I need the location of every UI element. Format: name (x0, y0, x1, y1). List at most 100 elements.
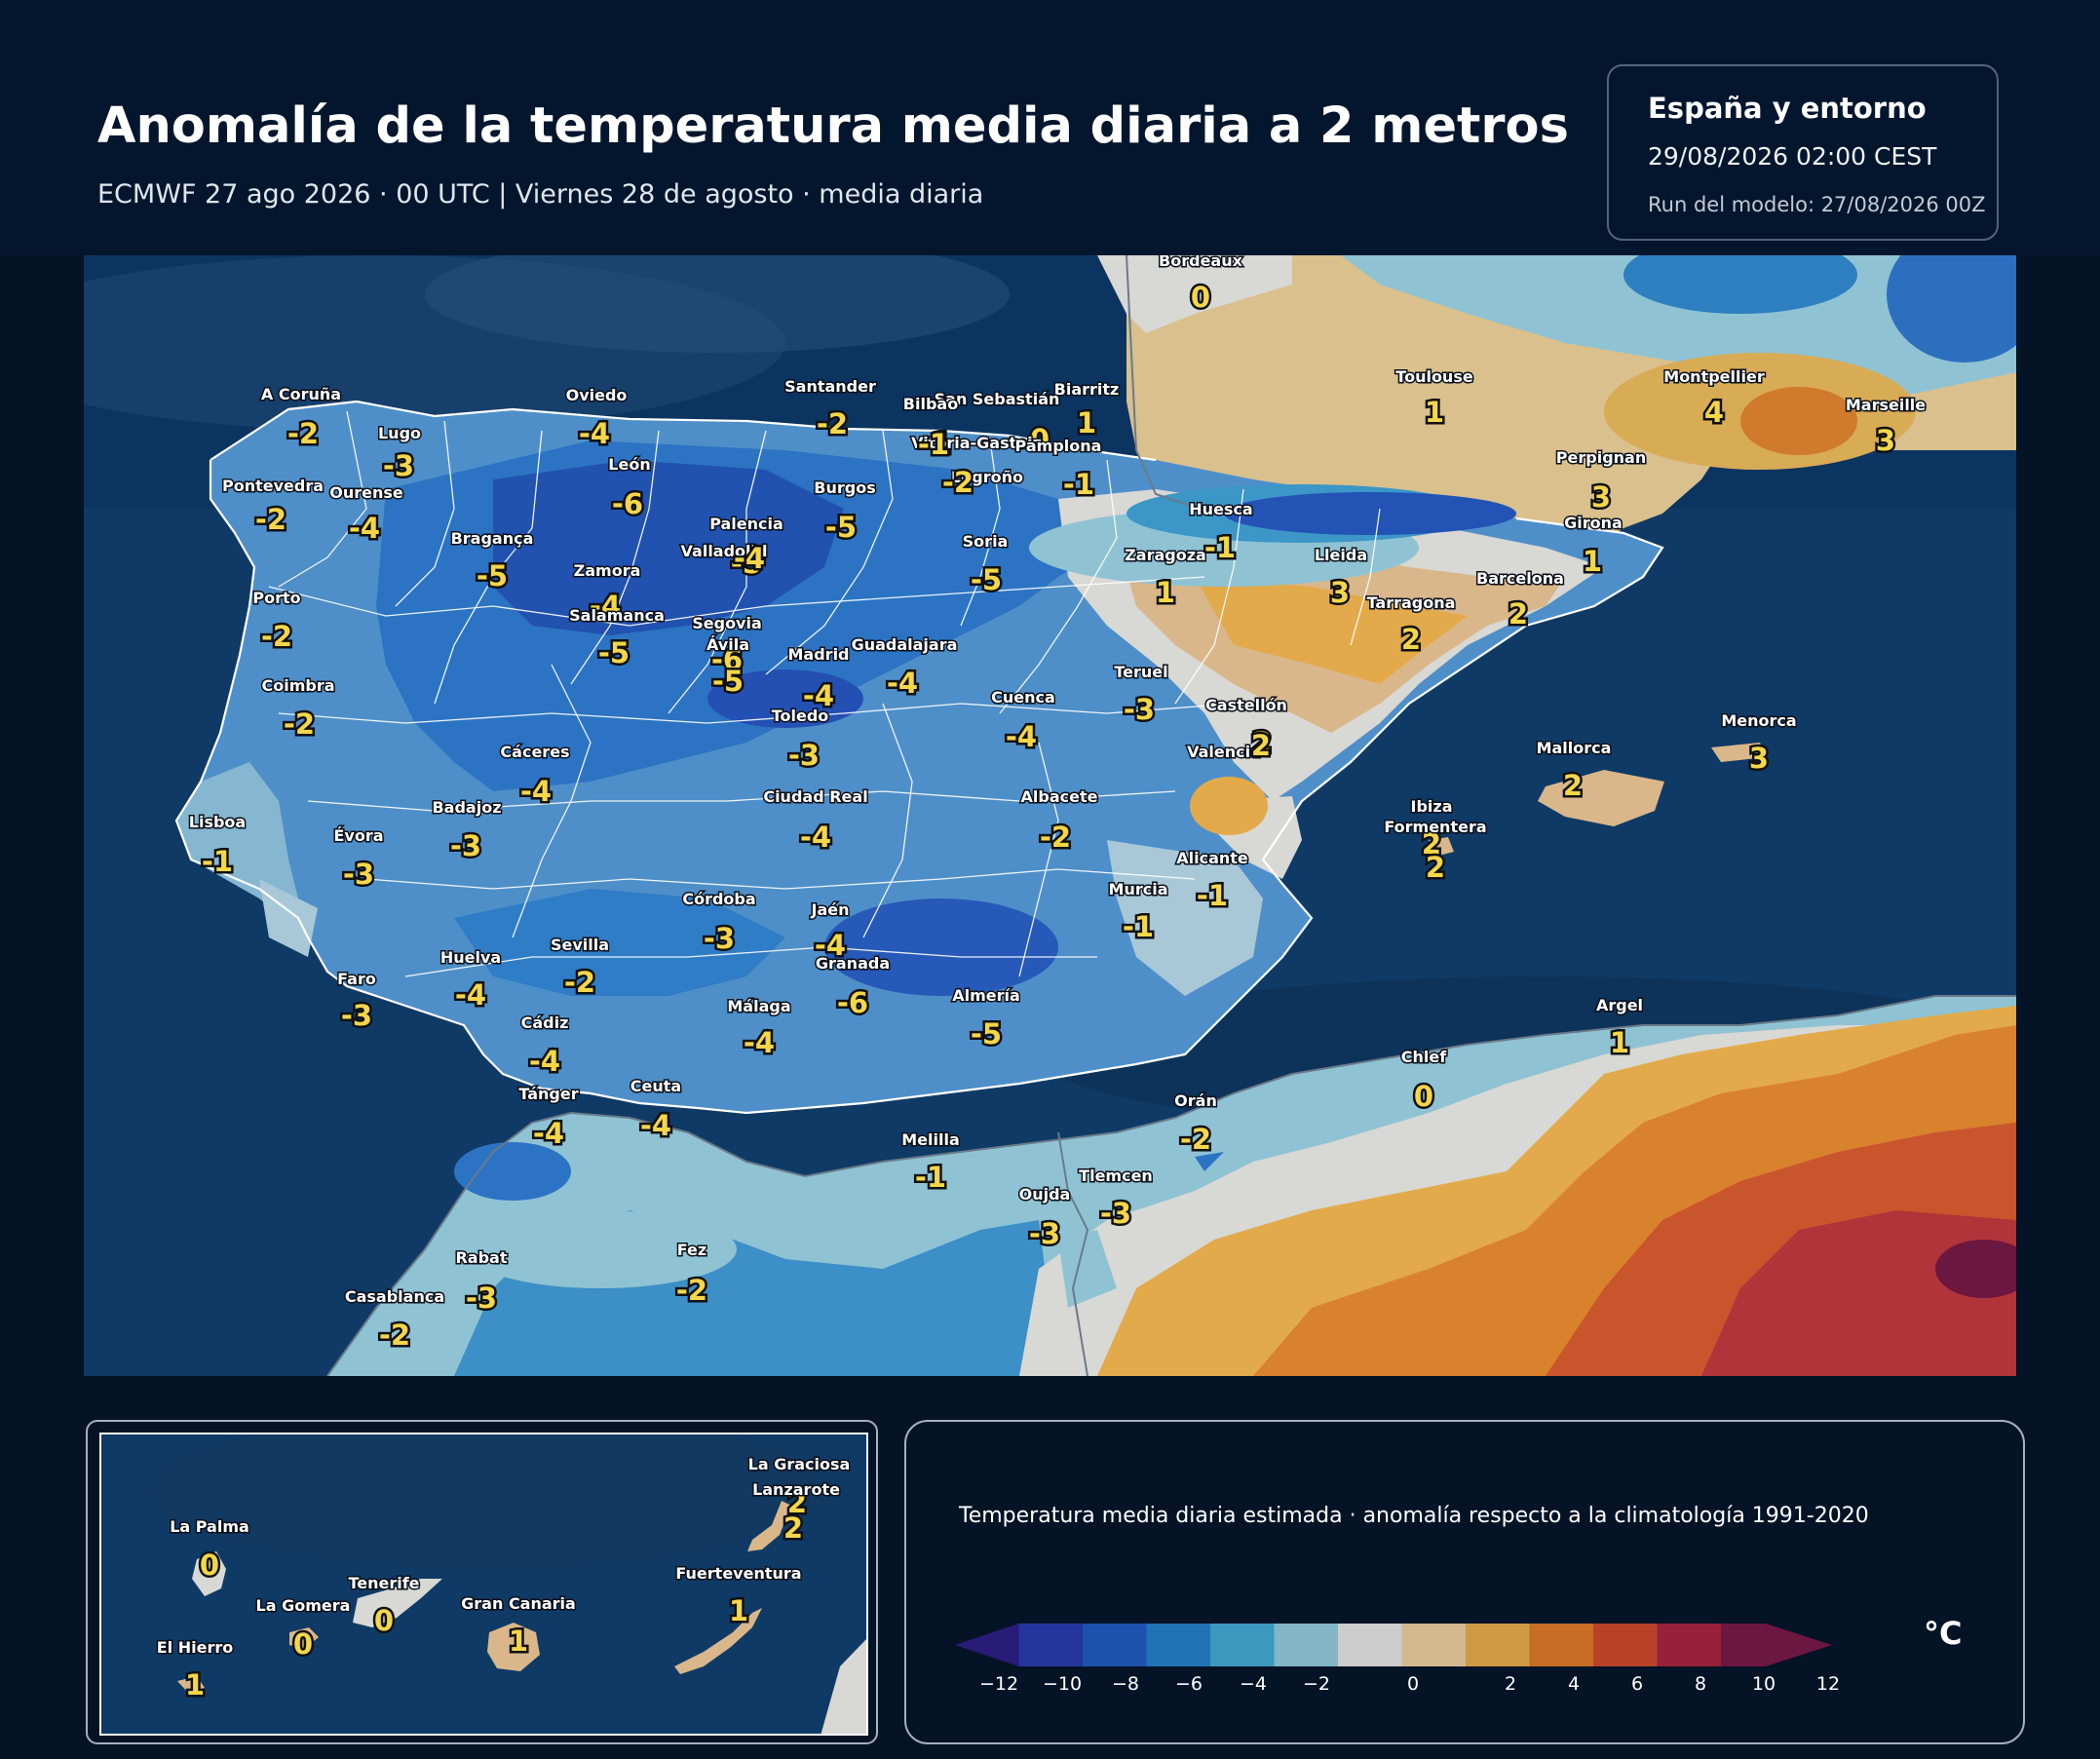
island-label: Tenerife (348, 1574, 419, 1592)
city-braganca: Bragança -5 (449, 528, 535, 595)
city-alicante: Alicante -1 (1175, 848, 1250, 915)
city-label: Oviedo (566, 386, 628, 404)
city-lisboa: Lisboa -1 (187, 812, 247, 881)
city-toulouse: Toulouse 1 (1394, 366, 1475, 432)
anomaly-value: 2 (1563, 769, 1583, 802)
anomaly-value: 1 (1077, 406, 1096, 440)
anomaly-value: -4 (640, 1109, 671, 1142)
legend-swatch (1466, 1624, 1530, 1666)
legend-swatch (1083, 1624, 1147, 1666)
city-coimbra: Coimbra -2 (260, 675, 336, 744)
city-vitoria-gasteiz: Vitoria-Gasteiz-1 (910, 426, 1044, 464)
city-label: Coimbra (261, 676, 334, 695)
anomaly-value: -6 (612, 487, 643, 520)
city-label: Lugo (378, 424, 421, 442)
city-madrid: Madrid -4 (786, 644, 851, 715)
anomaly-value: -3 (341, 999, 372, 1032)
anomaly-value: -5 (971, 1017, 1002, 1051)
anomaly-value: 1 (185, 1668, 205, 1702)
anomaly-value: -3 (1100, 1197, 1131, 1230)
anomaly-value: -5 (825, 511, 857, 544)
city-oran: Orán -2 (1173, 1090, 1219, 1159)
city-teruel: Teruel -3 (1113, 662, 1169, 729)
anomaly-value: -4 (455, 978, 486, 1012)
city-label: Barcelona (1476, 569, 1564, 588)
anomaly-value: 3 (1330, 576, 1350, 609)
city-murcia: Murcia -1 (1107, 879, 1169, 946)
city-label: Málaga (727, 997, 790, 1015)
city-label: Ciudad Real (763, 787, 867, 806)
city-label: Cáceres (500, 743, 569, 761)
anomaly-value: -1 (918, 428, 949, 461)
city-labels-layer: Bordeaux 0 Toulouse 1 Montpellier 4 Marseille 3… (187, 255, 1928, 1355)
city-girona: Girona 1 (1563, 513, 1624, 581)
city-label: León (608, 455, 650, 474)
city-burgos: Burgos -5 (813, 478, 877, 547)
city-oujda: Oujda -3 (1017, 1184, 1072, 1253)
anomaly-value: -3 (788, 739, 820, 772)
city-label: Argel (1596, 996, 1643, 1014)
island-label: Gran Canaria (461, 1594, 576, 1613)
city-label: Castellón (1205, 696, 1287, 714)
island-label: La Graciosa (748, 1455, 851, 1473)
anomaly-value: -5 (477, 559, 508, 593)
city-castellon: Castellón 2 (1204, 695, 1289, 762)
anomaly-value: -4 (1006, 720, 1037, 753)
city-label: Oujda (1019, 1185, 1071, 1204)
legend-swatch (1721, 1624, 1766, 1666)
city-montpellier: Montpellier 4 (1662, 366, 1767, 432)
legend-tick: 0 (1407, 1673, 1419, 1695)
city-label: Soria (963, 532, 1009, 551)
city-label: Almería (952, 986, 1020, 1005)
city-caceres: Cáceres -4 (499, 742, 571, 811)
city-ourense: Ourense -4 (328, 482, 405, 548)
legend-arrow-low (955, 1624, 1019, 1666)
anomaly-value: -3 (1124, 693, 1155, 726)
city-label: Fez (677, 1241, 706, 1259)
city-cuenca: Cuenca -4 (990, 687, 1057, 756)
anomaly-value: 2 (783, 1511, 803, 1545)
anomaly-value: 2 (1426, 851, 1445, 884)
city-mallorca: Mallorca 2 (1535, 738, 1613, 805)
island-label: Lanzarote (752, 1480, 840, 1499)
city-label: Valladolid (681, 542, 768, 560)
anomaly-value: -2 (1180, 1123, 1211, 1156)
anomaly-value: -4 (349, 512, 380, 545)
island-label: Fuerteventura (675, 1564, 801, 1583)
anomaly-value: -4 (887, 667, 918, 700)
legend-tick: −2 (1303, 1673, 1330, 1695)
anomaly-value: -2 (255, 503, 286, 536)
legend-swatch (1657, 1624, 1722, 1666)
city-label: Cádiz (521, 1013, 569, 1032)
main-map[interactable]: Bordeaux 0 Toulouse 1 Montpellier 4 Marseille 3… (84, 255, 2016, 1376)
city-label: Ávila (706, 635, 749, 654)
city-label: Tlemcen (1079, 1166, 1153, 1185)
anomaly-value: 1 (1425, 396, 1444, 429)
city-perpignan: Perpignan 3 (1554, 447, 1647, 516)
canary-islands-inset[interactable]: La Graciosa 2 Lanzarote 2 La Palma 0 Tenerife 0… (86, 1420, 878, 1744)
legend-tick: −8 (1112, 1673, 1139, 1695)
city-label: Bordeaux (1159, 255, 1243, 270)
city-label: Évora (333, 826, 383, 845)
city-tlemcen: Tlemcen -3 (1078, 1166, 1155, 1233)
city-huelva: Huelva -4 (439, 947, 502, 1014)
island-label: La Palma (170, 1517, 249, 1536)
city-biarritz: Biarritz 1 (1052, 379, 1121, 442)
legend-tick: 10 (1752, 1673, 1775, 1695)
anomaly-value: 0 (1414, 1080, 1433, 1113)
anomaly-value: -2 (261, 620, 292, 653)
city-label: Ibiza (1411, 797, 1453, 816)
city-label: Tánger (518, 1085, 578, 1103)
anomaly-value: -1 (920, 427, 951, 460)
city-tarragona: Tarragona 2 (1365, 593, 1457, 659)
city-bilbao: Bilbao -1 (901, 394, 959, 463)
island-fuerteventura: Fuerteventura 1 (674, 1563, 803, 1630)
legend-swatch (1593, 1624, 1658, 1666)
city-chlef: Chlef 0 (1399, 1047, 1448, 1116)
city-label: Salamanca (569, 606, 665, 625)
city-soria: Soria -5 (961, 531, 1010, 599)
city-label: Huelva (440, 948, 501, 967)
city-barcelona: Barcelona 2 (1475, 568, 1566, 633)
island-lanzarote: Lanzarote 2 (751, 1479, 842, 1548)
